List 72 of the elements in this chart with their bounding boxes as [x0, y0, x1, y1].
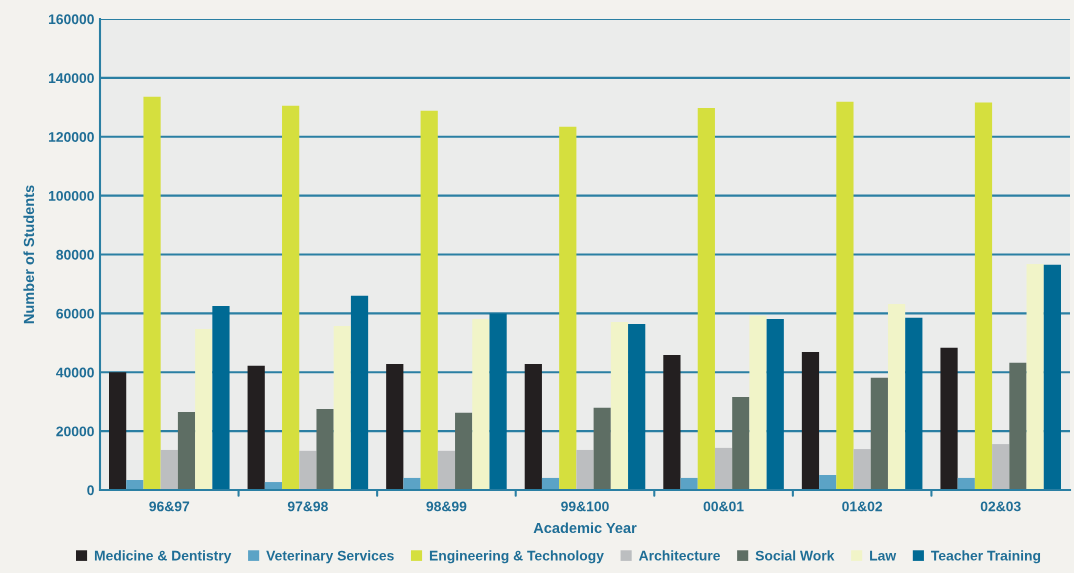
bar — [282, 105, 300, 490]
legend-label: Social Work — [755, 550, 835, 561]
x-tick-label: 02&03 — [980, 501, 1021, 512]
y-tick-label: 100000 — [48, 190, 94, 201]
y-axis-title: Number of Students — [23, 185, 35, 324]
bar — [420, 110, 438, 490]
bar — [559, 126, 577, 490]
bar — [593, 407, 611, 490]
bar — [143, 96, 161, 490]
bar — [247, 365, 265, 490]
bar — [195, 328, 213, 490]
bar — [109, 372, 127, 490]
bar — [870, 377, 888, 490]
y-tick-label: 60000 — [56, 308, 94, 319]
x-axis-title: Academic Year — [533, 522, 637, 534]
bar — [316, 409, 334, 490]
y-tick-label: 160000 — [48, 14, 94, 25]
bar — [628, 323, 646, 490]
bar — [541, 477, 560, 490]
bar — [177, 411, 196, 490]
bar — [403, 477, 421, 490]
bar — [801, 351, 820, 490]
bar — [697, 107, 715, 490]
bar — [472, 318, 490, 490]
bar — [905, 317, 923, 490]
bar — [437, 450, 456, 490]
bar — [1026, 263, 1044, 490]
y-tick-label: 120000 — [48, 132, 94, 142]
y-tick-label: 40000 — [56, 367, 94, 378]
x-tick-label: 99&100 — [561, 501, 609, 512]
bar — [160, 449, 178, 490]
bar — [974, 102, 993, 490]
bar — [732, 396, 750, 490]
bar — [992, 444, 1010, 490]
bar — [576, 449, 594, 490]
legend-label: Law — [870, 550, 897, 561]
legend-label: Teacher Training — [931, 550, 1041, 564]
legend-label: Architecture — [638, 550, 720, 561]
bar — [957, 477, 975, 490]
x-tick-label: 97&98 — [287, 501, 328, 512]
x-tick-label: 98&99 — [426, 501, 467, 512]
y-tick-label: 140000 — [48, 73, 94, 84]
bar — [663, 354, 681, 490]
bar — [350, 295, 369, 490]
bar — [299, 450, 317, 490]
bar — [455, 412, 473, 490]
bar — [853, 449, 871, 490]
legend-label: Veterinary Services — [266, 550, 394, 564]
bar — [940, 347, 958, 490]
bar — [524, 364, 542, 490]
bar — [680, 477, 698, 490]
legend-label: Medicine & Dentistry — [94, 550, 232, 564]
bar — [489, 313, 507, 490]
bar — [386, 364, 404, 490]
bar — [749, 315, 767, 490]
x-tick-label: 01&02 — [842, 501, 883, 512]
legend-label: Engineering & Technology — [429, 550, 604, 564]
bar — [766, 318, 784, 490]
bar — [819, 474, 837, 490]
bar — [836, 101, 854, 490]
bar — [1043, 264, 1061, 490]
y-tick-label: 80000 — [56, 249, 94, 260]
x-tick-label: 00&01 — [703, 501, 744, 512]
y-tick-label: 0 — [87, 485, 94, 496]
bar — [333, 326, 351, 490]
y-tick-label: 20000 — [56, 426, 94, 437]
bar — [1009, 362, 1027, 490]
bar — [610, 321, 629, 490]
bar — [887, 303, 906, 490]
bar — [212, 306, 230, 490]
x-tick-label: 96&97 — [149, 501, 190, 512]
bar — [714, 447, 733, 490]
